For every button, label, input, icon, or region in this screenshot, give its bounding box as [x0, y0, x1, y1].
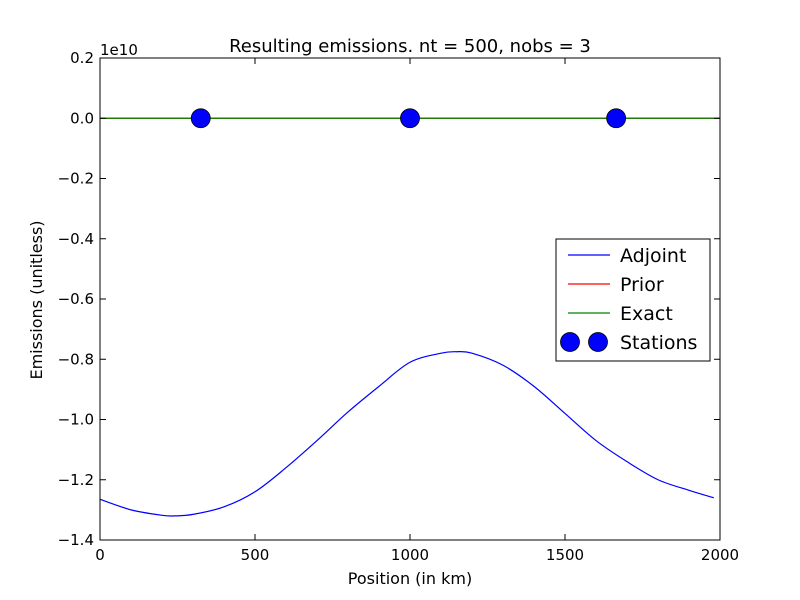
series-line-adjoint	[99, 350, 714, 517]
x-axis-label: Position (in km)	[348, 569, 472, 588]
y-tick-label: 0.2	[70, 49, 94, 67]
legend-label-exact: Exact	[620, 303, 673, 325]
legend-box	[555, 238, 711, 362]
y-tick-label: −0.2	[58, 170, 94, 188]
x-tick-label: 1000	[391, 546, 429, 564]
plot-area	[99, 108, 720, 517]
legend: Adjoint Prior Exact Stations	[555, 238, 711, 362]
x-tick-label: 2000	[701, 546, 739, 564]
station-marker	[190, 108, 211, 129]
legend-label-adjoint: Adjoint	[620, 245, 686, 267]
legend-swatch-marker	[588, 332, 608, 352]
legend-label-prior: Prior	[620, 274, 664, 296]
legend-label-stations: Stations	[620, 332, 697, 354]
y-axis-label: Emissions (unitless)	[27, 220, 46, 379]
station-marker	[606, 108, 627, 129]
y-tick-label: −1.0	[58, 411, 94, 429]
y-tick-label: −0.8	[58, 350, 94, 368]
x-tick-label: 500	[241, 546, 270, 564]
y-tick-label: −0.6	[58, 290, 94, 308]
axis-ticks: 0 500 1000 1500 2000 0.2 0.0 −0.2 −0.4 −0.6 −0.8 −1…	[58, 49, 740, 564]
y-tick-label: −0.4	[58, 230, 94, 248]
y-tick-label: −1.4	[58, 531, 94, 549]
y-tick-label: −1.2	[58, 471, 94, 489]
x-tick-label: 0	[95, 546, 105, 564]
x-tick-label: 1500	[546, 546, 584, 564]
chart-title: Resulting emissions. nt = 500, nobs = 3	[229, 36, 591, 57]
y-tick-label: 0.0	[70, 109, 94, 127]
legend-swatch-marker	[560, 332, 580, 352]
y-offset-label: 1e10	[100, 41, 138, 59]
station-marker	[400, 108, 420, 129]
